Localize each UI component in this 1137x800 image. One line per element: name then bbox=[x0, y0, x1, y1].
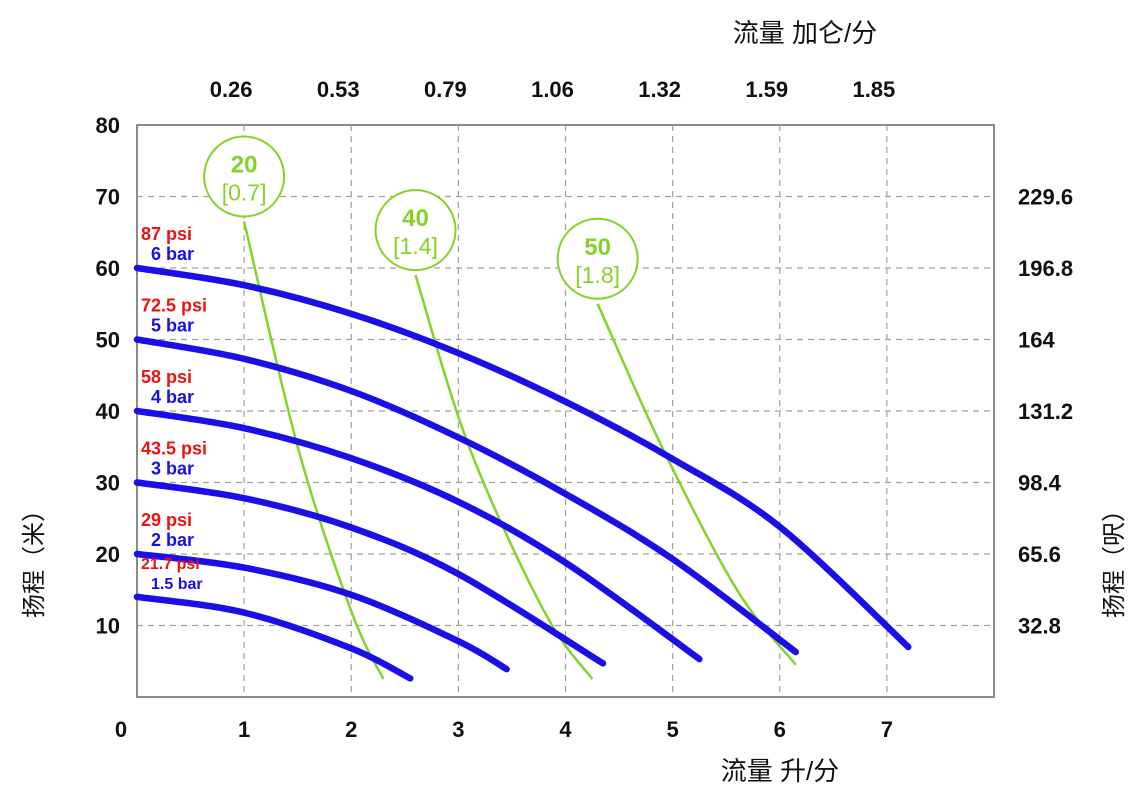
pump-curve-6-bar bbox=[133, 264, 912, 651]
top-tick-label: 0.79 bbox=[424, 77, 467, 102]
pump-curve-4-bar bbox=[133, 407, 703, 663]
air-curve-label: 50 bbox=[584, 234, 611, 261]
right-tick-label: 164 bbox=[1018, 328, 1055, 353]
y-tick-label: 40 bbox=[96, 399, 120, 424]
psi-label: 58 psi bbox=[141, 367, 192, 387]
x-tick-label: 2 bbox=[345, 717, 357, 742]
right-tick-label: 32.8 bbox=[1018, 614, 1061, 639]
right-tick-label: 131.2 bbox=[1018, 399, 1073, 424]
top-tick-label: 1.06 bbox=[531, 77, 574, 102]
x-axis-title: 流量 升/分 bbox=[721, 756, 839, 786]
psi-label: 87 psi bbox=[141, 224, 192, 244]
x-tick-label: 7 bbox=[881, 717, 893, 742]
pump-curve-1-5-bar bbox=[133, 593, 414, 682]
psi-label: 72.5 psi bbox=[141, 296, 207, 316]
pump-curves bbox=[133, 264, 912, 682]
grid-lines bbox=[137, 125, 994, 697]
air-curve-20 bbox=[242, 221, 385, 680]
air-curve-sublabel: [1.4] bbox=[393, 233, 438, 259]
top-tick-label: 0.26 bbox=[210, 77, 253, 102]
y-tick-label: 20 bbox=[96, 542, 120, 567]
pump-curve-3-bar bbox=[133, 479, 607, 667]
air-curve-sublabel: [1.8] bbox=[575, 262, 620, 288]
x-tick-label: 0 bbox=[115, 717, 127, 742]
air-curve-sublabel: [0.7] bbox=[222, 180, 267, 206]
air-curve-label: 40 bbox=[402, 205, 429, 232]
right-tick-label: 65.6 bbox=[1018, 542, 1061, 567]
psi-label: 21.7 psi bbox=[141, 556, 200, 573]
right-axis-title: 扬程（呎） bbox=[1101, 498, 1128, 618]
bar-label: 2 bar bbox=[151, 530, 194, 550]
air-curve-50 bbox=[596, 303, 797, 666]
right-tick-label: 98.4 bbox=[1018, 471, 1062, 496]
y-tick-label: 70 bbox=[96, 185, 120, 210]
air-consumption-curves: 20[0.7] 40[1.4] 50[1.8] bbox=[203, 135, 797, 680]
air-curve-badge bbox=[374, 189, 457, 272]
psi-label: 43.5 psi bbox=[141, 439, 207, 459]
bar-label: 6 bar bbox=[151, 244, 194, 264]
bar-label: 1.5 bar bbox=[151, 576, 203, 593]
top-tick-label: 1.32 bbox=[638, 77, 681, 102]
y-tick-label: 10 bbox=[96, 614, 120, 639]
air-curve-label: 20 bbox=[231, 152, 258, 179]
top-tick-label: 1.59 bbox=[745, 77, 788, 102]
right-tick-label: 229.6 bbox=[1018, 185, 1073, 210]
y-tick-label: 60 bbox=[96, 256, 120, 281]
x-tick-label: 3 bbox=[452, 717, 464, 742]
bar-label: 5 bar bbox=[151, 316, 194, 336]
pump-curve-2-bar bbox=[133, 550, 510, 673]
top-tick-label: 1.85 bbox=[852, 77, 895, 102]
air-curve-badge bbox=[556, 217, 639, 300]
y-tick-label: 80 bbox=[96, 113, 120, 138]
y-tick-label: 30 bbox=[96, 471, 120, 496]
axis-ticks: 0 1 2 3 4 5 6 7 10 20 30 40 50 60 70 80 32.8 65.6 98.4 131.… bbox=[96, 77, 1074, 742]
x-tick-label: 5 bbox=[667, 717, 679, 742]
top-tick-label: 0.53 bbox=[317, 77, 360, 102]
top-axis-title: 流量 加仑/分 bbox=[733, 18, 877, 48]
y-axis-title: 扬程（米） bbox=[21, 498, 48, 618]
x-tick-label: 4 bbox=[559, 717, 572, 742]
air-curve-badge bbox=[203, 135, 286, 218]
bar-label: 3 bar bbox=[151, 459, 194, 479]
x-tick-label: 6 bbox=[774, 717, 786, 742]
bar-label: 4 bar bbox=[151, 387, 194, 407]
pump-curve-5-bar bbox=[133, 336, 800, 656]
psi-label: 29 psi bbox=[141, 510, 192, 530]
x-tick-label: 1 bbox=[238, 717, 250, 742]
y-tick-label: 50 bbox=[96, 328, 120, 353]
right-tick-label: 196.8 bbox=[1018, 256, 1073, 281]
